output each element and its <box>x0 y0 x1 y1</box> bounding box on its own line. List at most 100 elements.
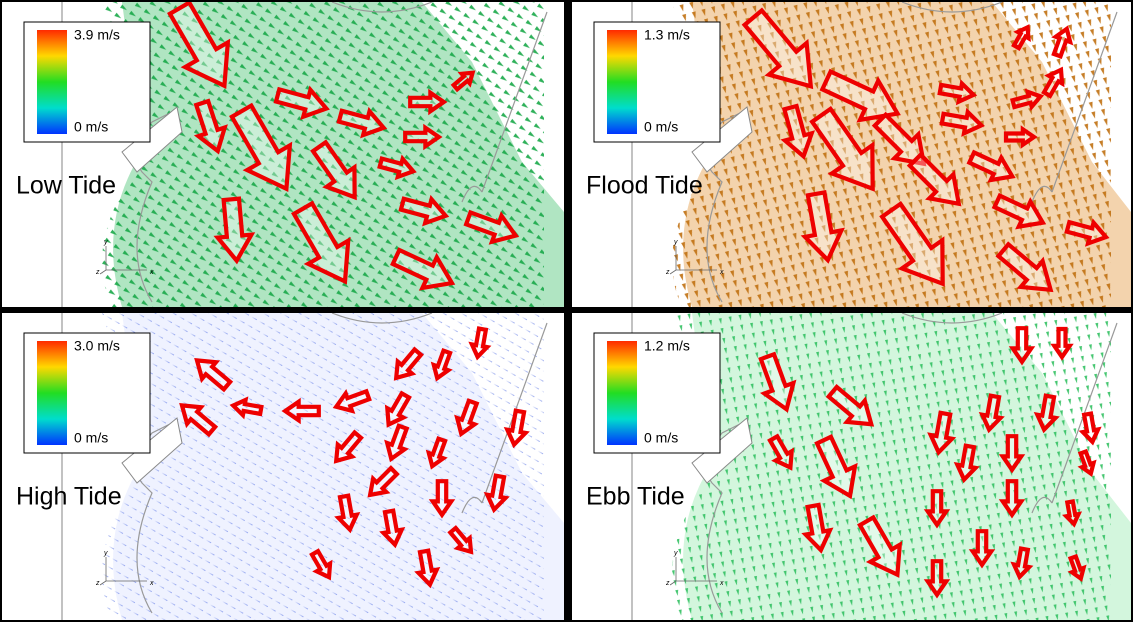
flow-arrow <box>425 435 448 470</box>
axis-label: y <box>103 550 108 557</box>
flow-vectors <box>672 313 1111 620</box>
axis-triad <box>99 246 147 275</box>
flow-arrow <box>309 548 333 581</box>
axis-label: z <box>95 580 100 587</box>
flow-arrow <box>937 79 978 106</box>
flow-arrow <box>879 200 945 287</box>
colorbar <box>37 341 67 445</box>
flow-arrow <box>857 514 903 578</box>
flow-arrow <box>503 408 530 449</box>
flow-arrow <box>923 559 951 599</box>
flow-arrow <box>995 241 1054 293</box>
axis-label: x <box>719 269 724 276</box>
flow-arrow <box>809 105 875 192</box>
flow-arrow <box>767 433 795 471</box>
colorbar-max-label: 3.9 m/s <box>74 27 120 43</box>
colorbar <box>37 30 67 134</box>
flow-arrow <box>1011 24 1031 51</box>
colorbar-min-label: 0 m/s <box>644 119 678 135</box>
breakwater <box>691 106 753 173</box>
flow-arrow <box>780 103 816 160</box>
flow-arrow <box>167 2 231 90</box>
flow-arrow <box>428 479 456 519</box>
flow-arrow <box>367 465 400 498</box>
flow-arrow <box>953 443 980 484</box>
flow-arrow <box>483 473 510 514</box>
colorbar-max-label: 1.3 m/s <box>644 27 690 43</box>
flow-arrow <box>966 149 1016 183</box>
colorbar <box>607 341 637 445</box>
flow-arrow <box>998 434 1026 474</box>
flow-arrow <box>384 423 410 463</box>
panel-title: Flood Tide <box>586 172 703 200</box>
flow-arrow <box>978 393 1005 434</box>
axis-label: y <box>673 239 678 246</box>
flow-arrow <box>825 384 875 427</box>
breakwater <box>121 417 183 484</box>
flow-arrow <box>310 139 357 201</box>
flow-arrow <box>741 7 814 90</box>
flow-arrow <box>923 489 951 529</box>
flow-arrow <box>384 390 412 428</box>
panel-title: Ebb Tide <box>586 483 685 511</box>
flow-arrow <box>273 85 330 121</box>
flow-vectors <box>672 2 1111 307</box>
flow-arrow <box>1010 546 1034 581</box>
flow-arrow <box>1008 326 1036 366</box>
colorbar-min-label: 0 m/s <box>74 430 108 446</box>
axis-label: z <box>665 580 670 587</box>
breakwater <box>121 106 183 173</box>
flow-arrow <box>414 548 441 589</box>
panel: 1.3 m/s 0 m/s Flood Tide y z x <box>572 2 1131 307</box>
flow-arrow <box>800 190 845 264</box>
flow-arrow <box>229 396 264 420</box>
flow-arrow <box>1067 553 1087 583</box>
flow-arrow <box>1041 66 1065 99</box>
colorbar <box>607 30 637 134</box>
coastline <box>61 2 548 307</box>
flow-arrow <box>801 502 834 554</box>
flow-arrow <box>193 98 228 155</box>
flow-arrow <box>1009 88 1045 112</box>
flow-arrow <box>403 123 443 151</box>
flow-arrow <box>454 398 480 438</box>
flow-arrow <box>213 196 256 265</box>
axis-label: z <box>665 269 670 276</box>
flow-arrow <box>991 192 1047 230</box>
flow-arrow <box>390 247 456 291</box>
flow-arrow <box>194 358 234 393</box>
axis-label: x <box>149 580 154 587</box>
axis-label: z <box>95 269 100 276</box>
flow-arrow <box>336 106 388 139</box>
flow-arrow <box>379 508 406 549</box>
flow-arrow <box>334 493 361 534</box>
axis-label: x <box>719 580 724 587</box>
colorbar-max-label: 3.0 m/s <box>74 338 120 354</box>
flow-arrow <box>463 209 520 245</box>
panel: 3.9 m/s 0 m/s Low Tide y z x <box>2 2 564 307</box>
breakwater <box>691 417 753 484</box>
flow-arrow <box>1077 448 1097 478</box>
colorbar-min-label: 0 m/s <box>74 119 108 135</box>
flow-arrow <box>447 525 474 555</box>
flow-arrow <box>468 326 492 361</box>
flow-arrow <box>814 434 858 500</box>
flow-arrow <box>179 403 219 438</box>
flow-arrow <box>333 429 364 464</box>
flow-arrow <box>758 351 797 413</box>
flow-arrow <box>1078 411 1102 446</box>
flow-arrow <box>332 388 372 414</box>
flow-arrow <box>871 111 927 167</box>
flow-arrow <box>1064 218 1110 247</box>
flow-arrow <box>906 151 962 207</box>
flow-arrow <box>927 410 957 456</box>
flow-arrow <box>819 68 901 123</box>
flow-arrow <box>408 88 448 116</box>
axis-triad <box>669 557 717 586</box>
flow-arrow <box>377 154 417 181</box>
flow-arrow <box>398 194 450 227</box>
flow-arrow <box>1062 499 1083 528</box>
colorbar-max-label: 1.2 m/s <box>644 338 690 354</box>
axis-label: y <box>103 239 108 246</box>
